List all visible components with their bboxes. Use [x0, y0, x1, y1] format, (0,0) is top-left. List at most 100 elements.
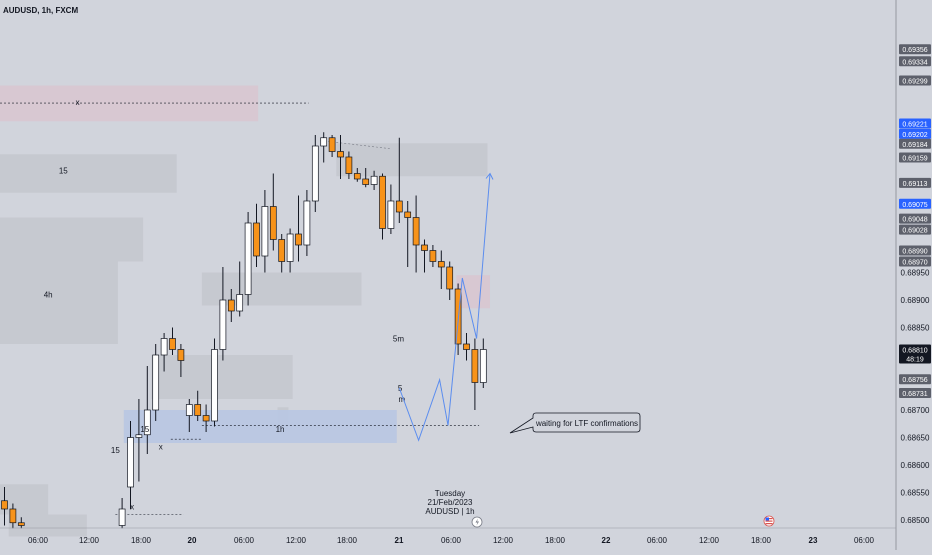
candle [160, 333, 168, 372]
price-tag [899, 256, 931, 267]
candle [219, 267, 227, 361]
zone-label: x [159, 443, 163, 452]
candle-bear [437, 261, 445, 268]
candle [412, 195, 420, 273]
candle-bull [370, 175, 378, 185]
current-price-value: 0.68810 [902, 348, 927, 355]
note-bubble[interactable]: waiting for LTF confirmations [509, 412, 641, 434]
candle-bear [17, 522, 25, 526]
candle [437, 250, 445, 289]
candle-bear [1, 500, 8, 510]
candle [169, 327, 176, 355]
zone-grey-9 [8, 514, 87, 537]
candle [135, 399, 143, 482]
zone-grey-1 [0, 154, 177, 193]
price-tag-text: 0.68731 [902, 391, 927, 398]
candle [286, 228, 294, 273]
zone-grey-8 [0, 484, 49, 515]
candle-bear [412, 217, 420, 246]
candle-bear [362, 178, 370, 185]
price-tick: 0.68850 [901, 324, 930, 333]
zone-label: 15 [59, 167, 68, 176]
candle [328, 135, 336, 157]
candle [177, 344, 185, 377]
price-tag-text: 0.69221 [902, 121, 927, 128]
price-tick: 0.68650 [901, 434, 930, 443]
candle [303, 190, 311, 256]
candle [227, 289, 235, 322]
candle-bear [395, 200, 403, 213]
candle [320, 132, 328, 163]
candle-bear [295, 233, 302, 246]
candle [202, 404, 210, 432]
time-tick: 23 [809, 536, 818, 545]
price-tag-text: 0.69334 [902, 59, 927, 66]
price-tag [899, 213, 931, 224]
zone-label: x [130, 503, 134, 512]
candle-bull [244, 222, 252, 295]
time-tick: 12:00 [493, 536, 514, 545]
candle [278, 234, 286, 273]
candle [463, 333, 470, 361]
price-tick: 0.68600 [901, 461, 930, 470]
candle-bear [463, 343, 470, 350]
candle [404, 201, 412, 267]
candle-bull [286, 233, 294, 262]
candle-bull [135, 434, 143, 438]
candle-bear [253, 222, 260, 257]
candle [1, 487, 8, 526]
price-tag [899, 224, 931, 235]
time-tick: 12:00 [79, 536, 100, 545]
note-bubble-shape [509, 412, 641, 434]
time-tick: 18:00 [545, 536, 566, 545]
candle-bear [429, 250, 437, 262]
candle [353, 168, 361, 182]
time-axis[interactable]: 06:00 12:00 18:00 20 06:00 12:00 18:00 21 06:00 1… [28, 536, 875, 545]
time-tick: 06:00 [28, 536, 49, 545]
candle-bear [337, 151, 344, 158]
time-tick: 06:00 [854, 536, 875, 545]
zone-grey-3 [0, 261, 118, 344]
price-tag-text: 0.68756 [902, 377, 927, 384]
price-tick: 0.68900 [901, 296, 930, 305]
us-flag-icon[interactable] [763, 515, 775, 527]
current-price-countdown: 48:19 [906, 357, 924, 364]
candle-bear [227, 299, 235, 312]
price-tag-text: 0.69075 [902, 202, 927, 209]
candle [446, 261, 454, 300]
price-tag-text: 0.69159 [902, 156, 927, 163]
candle [311, 135, 319, 212]
zone-label: x [76, 98, 80, 107]
symbol-title: AUDUSD, 1h, FXCM [3, 6, 78, 15]
candle-bull [185, 404, 193, 416]
zone-label: 15 [140, 425, 149, 434]
candle [118, 498, 126, 529]
candle-bear [177, 349, 185, 361]
candle-bull [311, 145, 319, 202]
candle-bear [9, 508, 17, 524]
candle-bull [211, 349, 218, 422]
candle-bear [345, 156, 353, 174]
price-tag [899, 245, 931, 256]
candle-bear [194, 404, 202, 416]
price-tag-text: 0.68990 [902, 249, 927, 256]
time-tick: 22 [602, 536, 611, 545]
zone-label: 1h [276, 425, 285, 434]
candle-bear [278, 239, 286, 262]
time-tick: 06:00 [234, 536, 255, 545]
candle-bull [127, 437, 134, 488]
candle-bull [479, 349, 487, 383]
candle [421, 239, 428, 273]
zone-label: 5m [393, 334, 404, 343]
zone-label: 5 [398, 384, 403, 393]
price-tag [899, 138, 931, 149]
price-tag-text: 0.69202 [902, 132, 927, 139]
price-tag-text: 0.69028 [902, 228, 927, 235]
candle [185, 399, 193, 432]
projection-layer [398, 172, 494, 442]
price-axis[interactable] [896, 0, 932, 550]
zone-grey-2 [0, 217, 144, 262]
candle [9, 503, 17, 529]
